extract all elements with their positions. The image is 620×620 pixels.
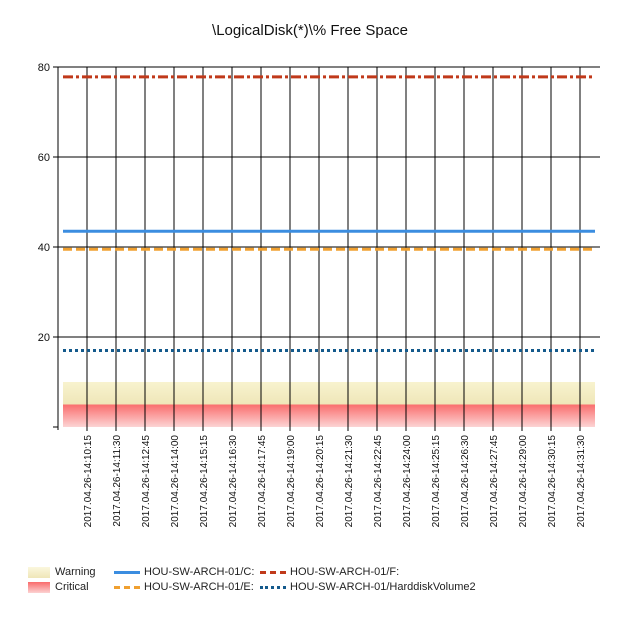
x-tick-label: 2017.04.26-14:26:30 [460,435,471,528]
x-tick-label: 2017.04.26-14:27:45 [489,435,500,528]
x-tick-label: 2017.04.26-14:11:30 [112,435,123,527]
series-c-swatch [114,571,140,574]
chart-title: \LogicalDisk(*)\% Free Space [212,22,408,39]
series-lines [63,75,595,352]
x-axis-ticks: 2017.04.26-14:10:15 2017.04.26-14:11:30 20… [83,427,587,527]
x-tick-label: 2017.04.26-14:17:45 [257,435,268,528]
x-tick-label: 2017.04.26-14:25:15 [431,435,442,528]
legend-label: Critical [55,581,89,593]
x-tick-label: 2017.04.26-14:24:00 [402,435,413,528]
series-f-swatch [260,571,286,574]
x-tick-label: 2017.04.26-14:29:00 [518,435,529,528]
x-tick-label: 2017.04.26-14:14:00 [170,435,181,528]
x-tick-label: 2017.04.26-14:15:15 [199,435,210,528]
legend-label: HOU-SW-ARCH-01/HarddiskVolume2 [290,581,476,593]
x-tick-label: 2017.04.26-14:30:15 [547,435,558,528]
y-tick-label: 80 [38,62,50,74]
legend-label: HOU-SW-ARCH-01/E: [144,581,254,593]
grid-lines [53,66,600,430]
band-critical [63,404,595,427]
x-tick-label: 2017.04.26-14:12:45 [141,435,152,528]
x-tick-label: 2017.04.26-14:10:15 [83,435,94,528]
x-tick-label: 2017.04.26-14:20:15 [315,435,326,528]
series-hv2-swatch [260,586,286,589]
band-warning [63,382,595,405]
y-tick-label: 40 [38,242,50,254]
x-tick-label: 2017.04.26-14:21:30 [344,435,355,528]
x-tick-label: 2017.04.26-14:31:30 [576,435,587,528]
warning-swatch [28,567,50,578]
critical-swatch [28,582,50,593]
x-tick-label: 2017.04.26-14:16:30 [228,435,239,528]
legend: Warning Critical HOU-SW-ARCH-01/C: HOU-S… [28,566,608,596]
legend-label: HOU-SW-ARCH-01/C: [144,566,255,578]
y-tick-label: 60 [38,152,50,164]
x-tick-label: 2017.04.26-14:19:00 [286,435,297,528]
threshold-bands [63,382,595,427]
legend-label: HOU-SW-ARCH-01/F: [290,566,400,578]
x-tick-label: 2017.04.26-14:22:45 [373,435,384,528]
series-e-swatch [114,586,140,589]
y-axis-ticks: 20 40 60 80 [38,62,58,344]
y-tick-label: 20 [38,332,50,344]
legend-label: Warning [55,566,96,578]
